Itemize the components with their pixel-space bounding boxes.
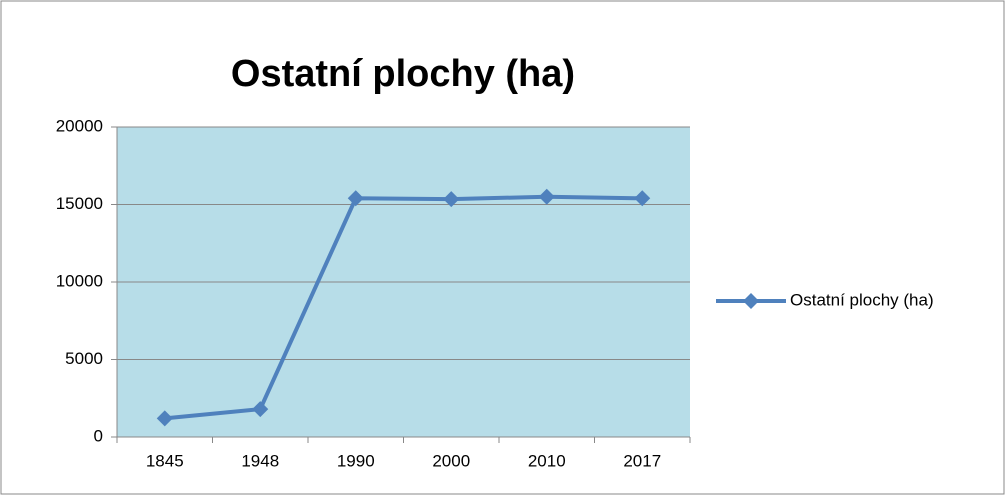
legend-marker bbox=[743, 293, 759, 309]
y-tick-label: 15000 bbox=[56, 194, 103, 213]
y-tick-label: 0 bbox=[94, 426, 103, 445]
y-tick-label: 20000 bbox=[56, 116, 103, 135]
marker bbox=[538, 188, 555, 205]
x-tick-label: 1990 bbox=[337, 451, 375, 470]
x-tick-label: 1845 bbox=[146, 451, 184, 470]
chart-title: Ostatní plochy (ha) bbox=[231, 53, 575, 95]
x-tick-label: 2000 bbox=[432, 451, 470, 470]
y-tick-label: 5000 bbox=[65, 349, 103, 368]
x-tick-label: 2010 bbox=[528, 451, 566, 470]
line bbox=[164, 194, 643, 421]
legend-label: Ostatní plochy (ha) bbox=[790, 290, 934, 309]
marker bbox=[443, 191, 460, 208]
x-tick-label: 1948 bbox=[241, 451, 279, 470]
marker bbox=[156, 410, 173, 427]
marker bbox=[252, 401, 269, 418]
x-tick-label: 2017 bbox=[623, 451, 661, 470]
marker bbox=[634, 190, 651, 207]
y-tick-label: 10000 bbox=[56, 271, 103, 290]
marker bbox=[347, 190, 364, 207]
